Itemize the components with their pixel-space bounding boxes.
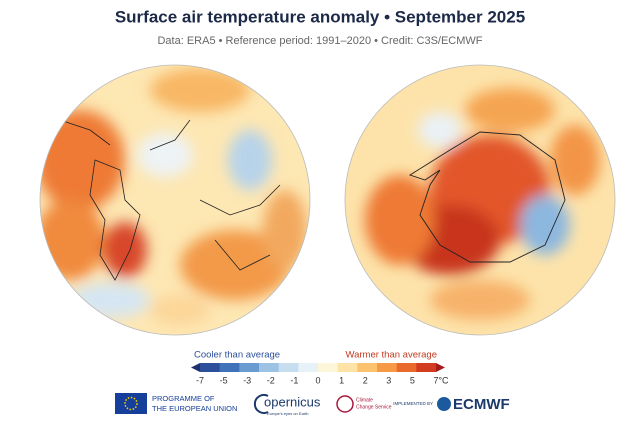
title: Surface air temperature anomaly • Septem… (115, 7, 525, 26)
colorbar-cell (377, 363, 397, 372)
subtitle: Data: ERA5 • Reference period: 1991–2020… (157, 35, 482, 47)
colorbar-tick-label: 1 (339, 375, 344, 385)
colorbar-cell (337, 363, 358, 372)
colorbar-tick-label: -3 (243, 375, 251, 385)
colorbar-cell (259, 363, 279, 372)
copernicus-sub: Europe's eyes on Earth (267, 411, 308, 416)
colorbar-cell (239, 363, 260, 372)
copernicus-text: opernicus (264, 394, 321, 409)
colorbar-cell (416, 363, 437, 372)
c3s-text: Climate (356, 397, 373, 403)
c3s-icon (336, 395, 354, 413)
colorbar-arrow (436, 363, 445, 372)
implemented-text: IMPLEMENTED BY (393, 401, 433, 406)
colorbar-tick-label: -1 (290, 375, 298, 385)
colorbar-tick-label: 5 (410, 375, 415, 385)
antarctic-map (345, 65, 615, 335)
colorbar-tick-label: 0 (315, 375, 320, 385)
ecmwf-icon (437, 397, 451, 411)
colorbar: -7 -5 -3 -2 -1 0 1 2 3 5 7°C (191, 363, 449, 385)
colorbar-tick-label: -7 (196, 375, 204, 385)
eu-stars (124, 396, 138, 411)
colorbar-tick-label: 3 (386, 375, 391, 385)
copernicus-c (253, 394, 269, 414)
colorbar-cell (357, 363, 378, 372)
colorbar-tick-label: -5 (220, 375, 228, 385)
ecmwf-logo: IMPLEMENTED BY ECMWF (393, 396, 509, 413)
c3s-text: Change Service (356, 404, 392, 410)
eu-logo: PROGRAMME OF THE EUROPEAN UNION (115, 393, 237, 414)
colorbar-cell (200, 363, 220, 372)
colorbar-cell (396, 363, 417, 372)
colorbar-cell (318, 363, 338, 372)
warmer-label: Warmer than average (345, 350, 437, 361)
c3s-logo: Climate Change Service (336, 395, 392, 413)
colorbar-tick-label: 7°C (433, 375, 449, 385)
colorbar-cell (298, 363, 319, 372)
eu-flag (115, 393, 147, 414)
colorbar-arrow (191, 363, 200, 372)
eu-text: THE EUROPEAN UNION (152, 404, 237, 413)
colorbar-tick-label: -2 (267, 375, 275, 385)
arctic-map (40, 65, 310, 335)
arctic-outline (39, 64, 311, 336)
copernicus-logo: opernicus Europe's eyes on Earth (253, 394, 321, 416)
colorbar-tick-label: 2 (363, 375, 368, 385)
colorbar-cell (278, 363, 299, 372)
cooler-label: Cooler than average (194, 350, 280, 361)
colorbar-cell (219, 363, 240, 372)
antarctic-outline (344, 64, 616, 336)
eu-text: PROGRAMME OF (152, 394, 215, 403)
ecmwf-text: ECMWF (453, 396, 510, 413)
